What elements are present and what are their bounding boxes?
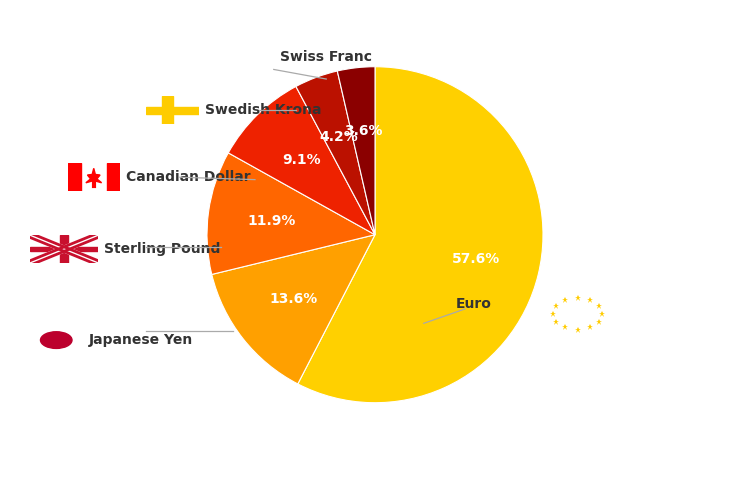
Text: 4.2%: 4.2%	[319, 130, 358, 144]
Bar	[56, 235, 72, 263]
Wedge shape	[296, 71, 375, 235]
Wedge shape	[211, 235, 375, 384]
Text: 11.9%: 11.9%	[248, 214, 296, 228]
Bar	[30, 247, 98, 251]
Bar	[60, 235, 68, 263]
Wedge shape	[338, 67, 375, 235]
Bar	[106, 163, 120, 191]
Wedge shape	[207, 153, 375, 274]
Bar	[30, 245, 98, 253]
Bar	[240, 47, 255, 68]
Text: Swiss Franc: Swiss Franc	[280, 50, 372, 65]
Text: Canadian Dollar: Canadian Dollar	[126, 170, 250, 184]
Text: Japanese Yen: Japanese Yen	[88, 333, 193, 347]
Text: Sterling Pound: Sterling Pound	[104, 242, 220, 256]
Circle shape	[40, 332, 72, 348]
Wedge shape	[298, 67, 543, 403]
Text: 13.6%: 13.6%	[269, 292, 317, 306]
Text: 3.6%: 3.6%	[344, 124, 382, 138]
Bar	[146, 107, 199, 114]
Wedge shape	[228, 87, 375, 235]
Bar	[227, 53, 268, 62]
Text: Swedish Krona: Swedish Krona	[205, 103, 321, 117]
Text: Euro: Euro	[455, 297, 491, 311]
Polygon shape	[86, 168, 102, 183]
Bar	[68, 163, 81, 191]
Text: 57.6%: 57.6%	[452, 252, 500, 266]
Text: 9.1%: 9.1%	[283, 153, 321, 167]
Bar	[162, 96, 172, 124]
